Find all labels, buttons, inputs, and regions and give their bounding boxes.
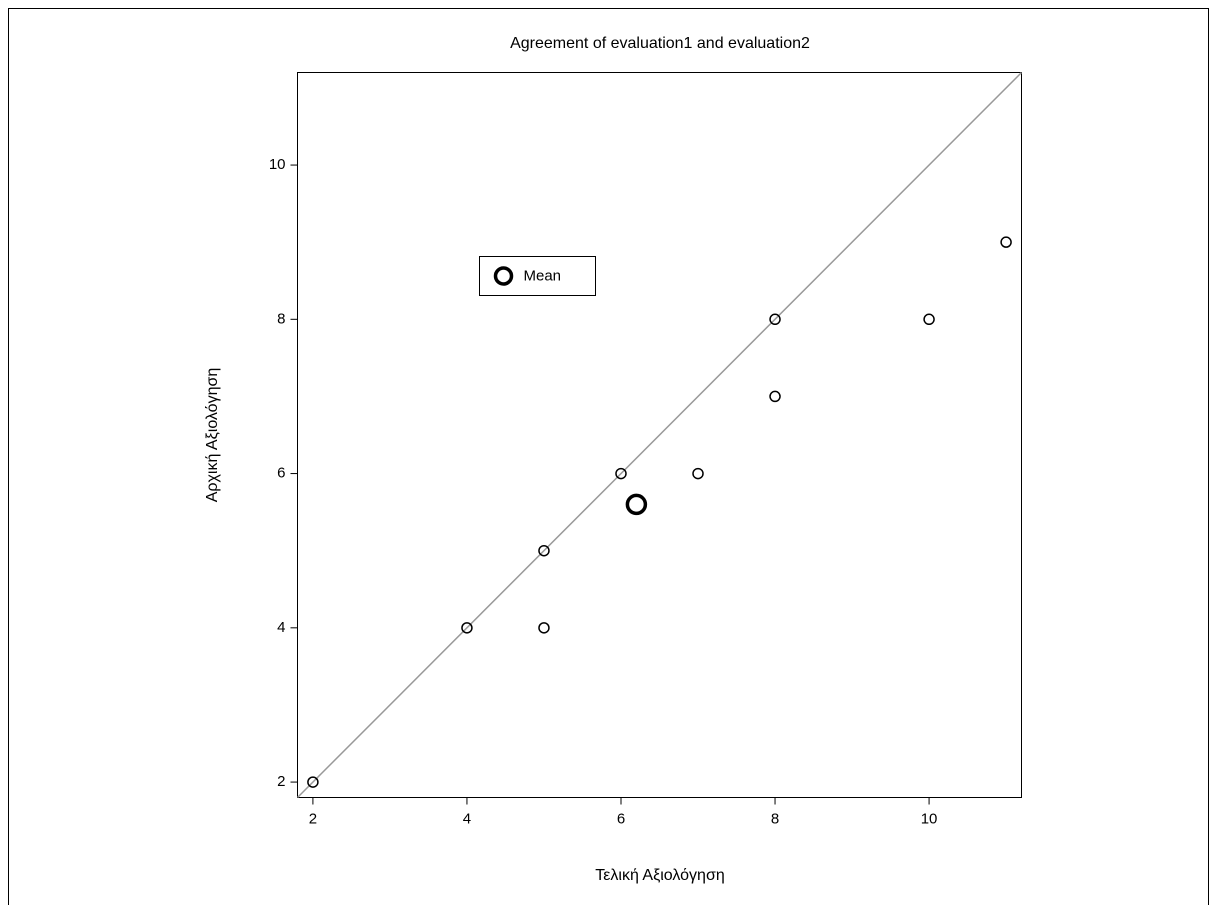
y-tick-label: 4 xyxy=(277,619,285,636)
legend-symbol xyxy=(493,266,514,286)
x-tick-label: 10 xyxy=(921,810,938,827)
point xyxy=(692,467,704,480)
plot-area xyxy=(297,72,1022,798)
y-tick-label: 2 xyxy=(277,773,285,790)
legend-box xyxy=(479,256,596,296)
x-tick-label: 2 xyxy=(309,810,317,827)
point xyxy=(307,776,319,788)
y-tick-label: 8 xyxy=(277,310,285,327)
y-axis-label: Αρχική Αξιολόγηση xyxy=(204,368,221,503)
x-axis-label: Τελική Αξιολόγηση xyxy=(595,867,724,884)
point xyxy=(769,390,781,403)
point xyxy=(461,622,473,634)
mean-point xyxy=(625,493,648,516)
point xyxy=(923,313,935,326)
y-tick-label: 6 xyxy=(277,465,285,482)
y-tick-label: 10 xyxy=(269,156,286,173)
x-tick-label: 8 xyxy=(771,810,779,827)
identity-line xyxy=(296,71,1023,799)
legend-label: Mean xyxy=(524,267,562,284)
point xyxy=(1000,236,1012,248)
frame xyxy=(8,8,1209,905)
point xyxy=(538,622,550,634)
chart-title: Agreement of evaluation1 and evaluation2 xyxy=(510,35,810,52)
x-tick-label: 6 xyxy=(617,810,625,827)
point xyxy=(769,313,781,326)
point xyxy=(538,544,550,557)
point xyxy=(615,467,627,480)
x-tick-label: 4 xyxy=(463,810,471,827)
